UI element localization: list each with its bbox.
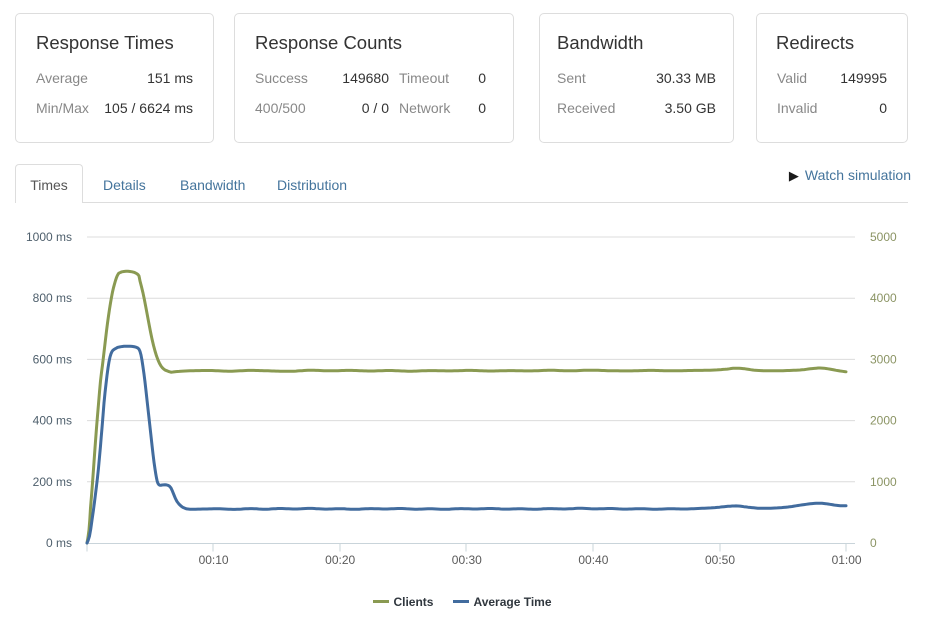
svg-text:00:50: 00:50 [705, 553, 735, 567]
svg-text:0 ms: 0 ms [46, 536, 72, 550]
svg-text:1000 ms: 1000 ms [26, 230, 72, 244]
svg-text:200 ms: 200 ms [33, 475, 72, 489]
svg-text:2000: 2000 [870, 414, 897, 428]
svg-text:00:20: 00:20 [325, 553, 355, 567]
svg-text:800 ms: 800 ms [33, 291, 72, 305]
svg-text:00:10: 00:10 [199, 553, 229, 567]
svg-text:1000: 1000 [870, 475, 897, 489]
svg-text:00:30: 00:30 [452, 553, 482, 567]
svg-text:00:40: 00:40 [578, 553, 608, 567]
svg-text:400 ms: 400 ms [33, 414, 72, 428]
svg-text:5000: 5000 [870, 230, 897, 244]
svg-text:600 ms: 600 ms [33, 352, 72, 366]
svg-text:3000: 3000 [870, 352, 897, 366]
svg-text:01:00: 01:00 [832, 553, 862, 567]
svg-text:0: 0 [870, 536, 877, 550]
svg-text:4000: 4000 [870, 291, 897, 305]
